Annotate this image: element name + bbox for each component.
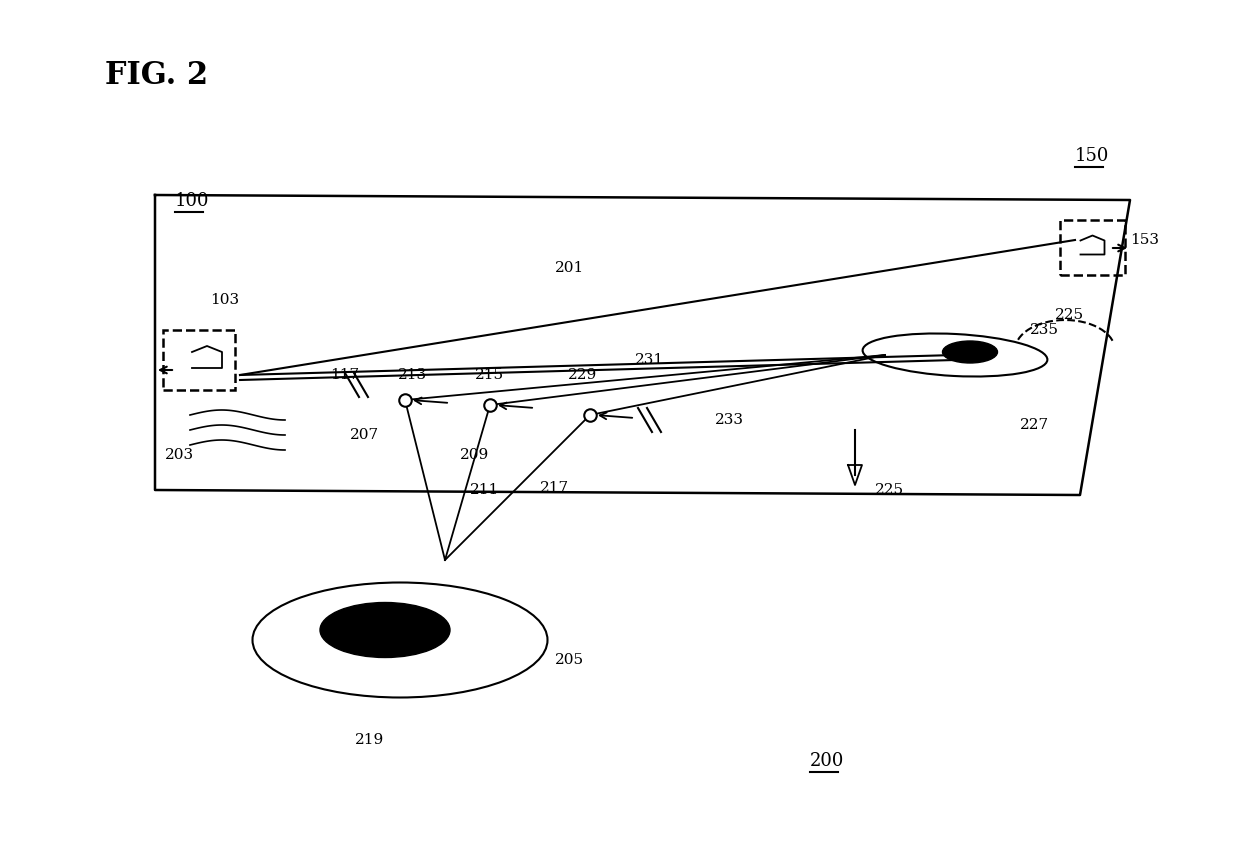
Text: FIG. 2: FIG. 2 bbox=[105, 59, 208, 91]
Text: 225: 225 bbox=[1055, 308, 1084, 322]
Bar bbox=[162, 330, 236, 390]
Text: 201: 201 bbox=[556, 261, 584, 275]
Ellipse shape bbox=[942, 341, 997, 363]
Text: 209: 209 bbox=[460, 448, 490, 462]
Text: 211: 211 bbox=[470, 483, 500, 497]
Text: 219: 219 bbox=[355, 733, 384, 747]
Text: 217: 217 bbox=[539, 481, 569, 495]
Text: 117: 117 bbox=[330, 368, 360, 382]
Text: 207: 207 bbox=[350, 428, 379, 442]
Text: 153: 153 bbox=[1130, 233, 1159, 247]
Text: 215: 215 bbox=[475, 368, 505, 382]
Text: 213: 213 bbox=[398, 368, 427, 382]
Text: 227: 227 bbox=[1021, 418, 1049, 432]
Text: 233: 233 bbox=[715, 413, 744, 427]
Text: 150: 150 bbox=[1075, 147, 1110, 165]
Text: 205: 205 bbox=[556, 653, 584, 667]
Text: 225: 225 bbox=[875, 483, 904, 497]
Text: 200: 200 bbox=[810, 752, 844, 770]
Text: 229: 229 bbox=[568, 368, 598, 382]
Text: 100: 100 bbox=[175, 192, 210, 210]
Text: 203: 203 bbox=[165, 448, 195, 462]
Ellipse shape bbox=[320, 602, 450, 657]
Text: 235: 235 bbox=[1030, 323, 1059, 337]
Text: 103: 103 bbox=[210, 293, 239, 307]
Bar bbox=[1060, 220, 1125, 275]
Text: 231: 231 bbox=[635, 353, 665, 367]
